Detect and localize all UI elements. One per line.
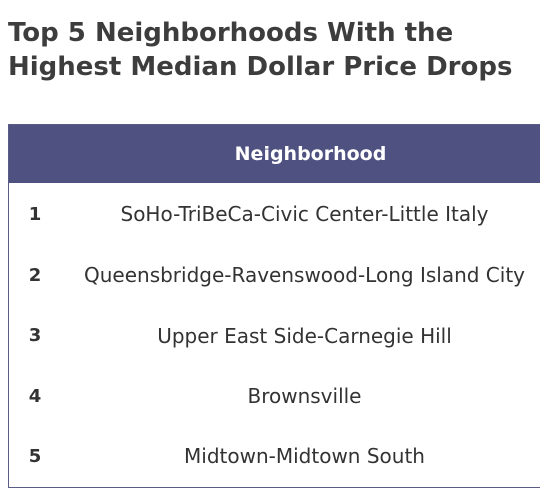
neighborhood-cell: SoHo-TriBeCa-Civic Center-Little Italy [120, 202, 489, 226]
rank-cell: 1 [28, 203, 42, 225]
rank-cell: 4 [28, 385, 42, 407]
table-row: 4 Brownsville [9, 366, 540, 426]
table-header-row: Neighborhood [9, 125, 540, 183]
neighborhood-column-header: Neighborhood [81, 125, 540, 183]
rank-cell: 5 [28, 445, 42, 467]
neighborhood-cell: Brownsville [247, 384, 362, 408]
table-row: 3 Upper East Side-Carnegie Hill [9, 305, 540, 366]
neighborhood-cell: Midtown-Midtown South [184, 444, 425, 468]
neighborhood-cell: Upper East Side-Carnegie Hill [157, 323, 452, 348]
rank-cell: 3 [28, 325, 42, 346]
rank-cell: 2 [28, 264, 42, 286]
table-row: 2 Queensbridge-Ravenswood-Long Island Ci… [9, 245, 540, 305]
table-row: 1 SoHo-TriBeCa-Civic Center-Little Italy [9, 183, 540, 245]
neighborhood-table: Neighborhood 1 SoHo-TriBeCa-Civic Center… [8, 124, 540, 488]
chart-title: Top 5 Neighborhoods With the Highest Med… [8, 18, 513, 82]
rank-column-header [9, 125, 81, 183]
neighborhood-cell: Queensbridge-Ravenswood-Long Island City [83, 263, 525, 287]
table-row: 5 Midtown-Midtown South [9, 426, 540, 486]
